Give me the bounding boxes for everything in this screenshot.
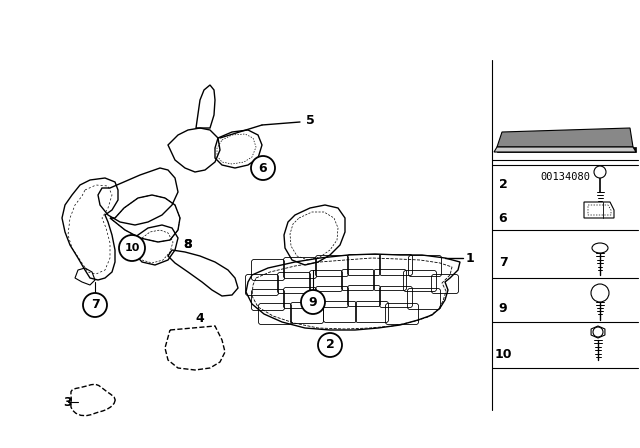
Text: 00134080: 00134080 <box>540 172 590 182</box>
Circle shape <box>301 290 325 314</box>
Circle shape <box>119 235 145 261</box>
Text: 2: 2 <box>326 339 334 352</box>
Text: 7: 7 <box>91 298 99 311</box>
Circle shape <box>594 166 606 178</box>
Polygon shape <box>584 202 614 218</box>
Text: 7: 7 <box>499 255 508 268</box>
Polygon shape <box>494 147 636 152</box>
Text: 6: 6 <box>259 161 268 175</box>
Ellipse shape <box>592 243 608 253</box>
Text: 9: 9 <box>499 302 508 314</box>
Circle shape <box>591 284 609 302</box>
Circle shape <box>83 293 107 317</box>
Polygon shape <box>497 128 633 147</box>
Circle shape <box>251 156 275 180</box>
Polygon shape <box>591 326 605 338</box>
Text: 1: 1 <box>466 251 474 264</box>
Text: 8: 8 <box>184 238 192 251</box>
Text: 6: 6 <box>499 211 508 224</box>
Text: 8: 8 <box>184 238 192 251</box>
Text: 3: 3 <box>64 396 72 409</box>
Circle shape <box>318 333 342 357</box>
Text: 2: 2 <box>499 178 508 191</box>
Text: 5: 5 <box>306 113 314 126</box>
Text: 9: 9 <box>308 296 317 309</box>
Text: 4: 4 <box>196 311 204 324</box>
Text: 10: 10 <box>494 349 512 362</box>
Text: 10: 10 <box>124 243 140 253</box>
Circle shape <box>593 327 603 337</box>
Polygon shape <box>497 147 636 152</box>
